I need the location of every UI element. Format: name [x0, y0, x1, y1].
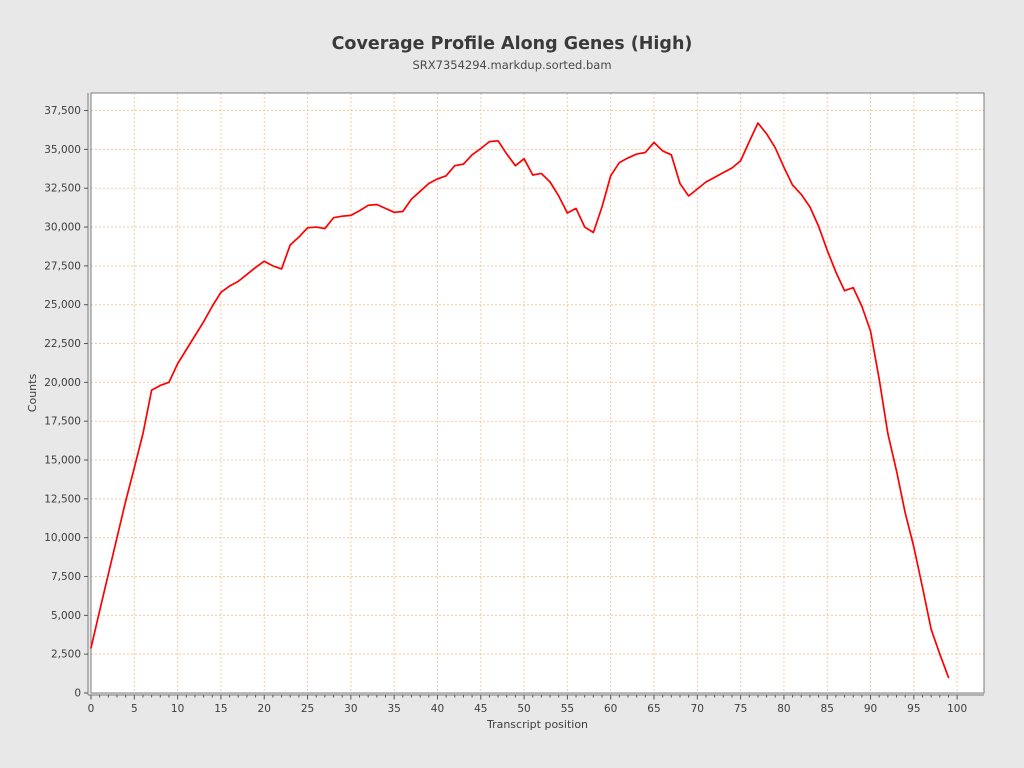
y-tick-label: 2,500: [51, 649, 81, 661]
y-tick-label: 0: [74, 688, 81, 700]
x-tick-label: 35: [387, 703, 400, 715]
x-tick-label: 90: [864, 703, 877, 715]
x-tick-label: 85: [821, 703, 834, 715]
x-tick-label: 10: [171, 703, 184, 715]
y-tick-label: 12,500: [44, 493, 81, 505]
grid-lines: [90, 93, 984, 694]
y-tick-label: 32,500: [44, 183, 81, 195]
y-tick-label: 30,000: [44, 222, 81, 234]
x-axis-title: Transcript position: [486, 718, 588, 731]
x-tick-label: 5: [131, 703, 138, 715]
y-axis-title: Counts: [26, 374, 39, 413]
x-tick-label: 95: [907, 703, 920, 715]
x-tick-label: 70: [691, 703, 704, 715]
x-tick-label: 100: [947, 703, 967, 715]
x-tick-label: 55: [561, 703, 574, 715]
x-tick-label: 80: [777, 703, 790, 715]
y-tick-label: 25,000: [44, 299, 81, 311]
x-tick-label: 65: [647, 703, 660, 715]
y-tick-label: 27,500: [44, 260, 81, 272]
y-tick-label: 35,000: [44, 144, 81, 156]
chart-subtitle: SRX7354294.markdup.sorted.bam: [412, 58, 611, 72]
y-tick-label: 20,000: [44, 377, 81, 389]
y-tick-label: 17,500: [44, 416, 81, 428]
y-tick-label: 37,500: [44, 105, 81, 117]
plot-area: [91, 93, 984, 693]
x-tick-label: 75: [734, 703, 747, 715]
chart-title: Coverage Profile Along Genes (High): [332, 34, 693, 54]
x-tick-label: 30: [344, 703, 357, 715]
x-tick-label: 40: [431, 703, 444, 715]
plot-border: [90, 92, 985, 694]
y-tick-label: 22,500: [44, 338, 81, 350]
coverage-line: [90, 122, 950, 679]
x-tick-label: 20: [258, 703, 271, 715]
x-tick-label: 0: [88, 703, 95, 715]
axis-tick-labels: 0 2,500 5,000 7,500 10,000 12,500 15,000 17,500…: [44, 105, 967, 715]
x-tick-label: 15: [214, 703, 227, 715]
axis-ticks: [84, 110, 958, 700]
y-tick-label: 10,000: [44, 532, 81, 544]
y-tick-label: 15,000: [44, 455, 81, 467]
x-tick-label: 25: [301, 703, 314, 715]
x-tick-label: 60: [604, 703, 617, 715]
axis-lines: [87, 93, 984, 696]
x-tick-label: 45: [474, 703, 487, 715]
y-tick-label: 5,000: [51, 610, 81, 622]
x-tick-label: 50: [517, 703, 530, 715]
y-tick-label: 7,500: [51, 571, 81, 583]
